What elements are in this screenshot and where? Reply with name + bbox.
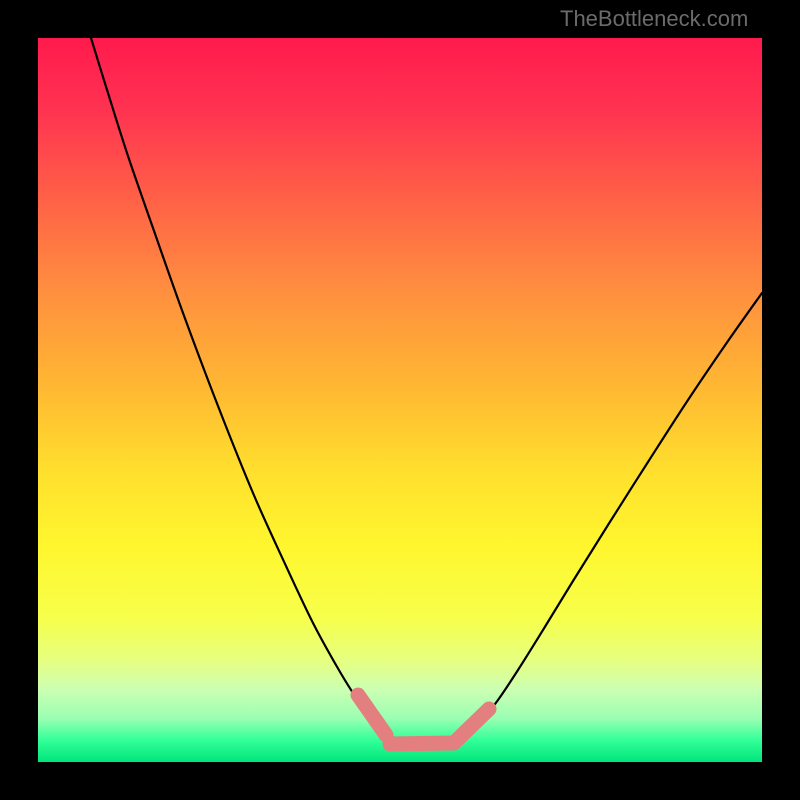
highlight-segment (358, 695, 386, 735)
bottleneck-curve (91, 38, 762, 745)
highlight-segment (457, 709, 489, 740)
chart-container: TheBottleneck.com (0, 0, 800, 800)
watermark-text: TheBottleneck.com (560, 6, 748, 32)
plot-area (38, 38, 762, 762)
highlight-marks (358, 695, 489, 744)
highlight-segment (390, 743, 454, 744)
curve-layer (38, 38, 762, 762)
